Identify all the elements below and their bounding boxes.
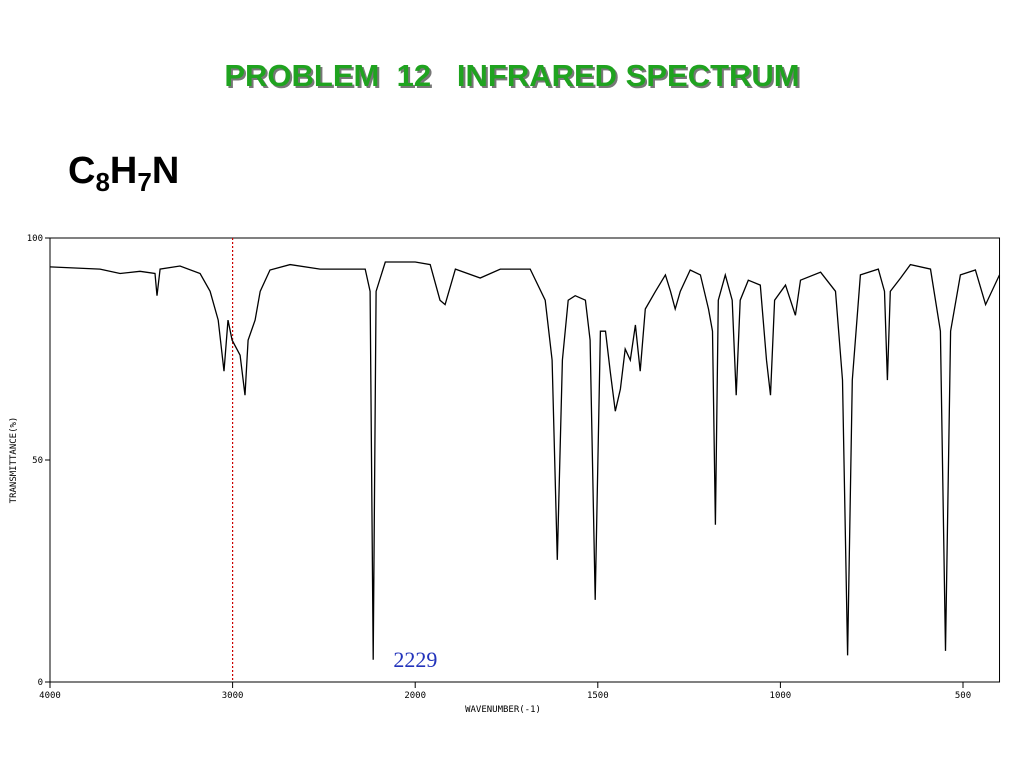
y-tick-label: 50 bbox=[32, 456, 43, 466]
x-tick-label: 3000 bbox=[222, 691, 244, 701]
formula: C8H7N bbox=[68, 150, 179, 197]
x-tick-label: 1500 bbox=[587, 691, 609, 701]
x-tick-label: 4000 bbox=[39, 691, 61, 701]
formula-part: 7 bbox=[137, 167, 151, 197]
y-tick-label: 100 bbox=[27, 234, 43, 244]
formula-part: C bbox=[68, 150, 95, 192]
x-tick-label: 2000 bbox=[404, 691, 426, 701]
formula-part: H bbox=[110, 150, 137, 192]
y-tick-label: 0 bbox=[38, 678, 43, 688]
title: PROBLEM 12 INFRARED SPECTRUM bbox=[224, 58, 799, 93]
formula-part: N bbox=[152, 150, 179, 192]
y-axis-label: TRANSMITTANCE(%) bbox=[9, 417, 19, 504]
x-tick-label: 1000 bbox=[770, 691, 792, 701]
spectrum-line bbox=[49, 261, 1001, 660]
x-tick-label: 500 bbox=[955, 691, 971, 701]
plot-frame bbox=[49, 237, 1001, 683]
title-shadow: PROBLEM 12 INFRARED SPECTRUM bbox=[226, 60, 801, 95]
annotation: 2229 bbox=[393, 647, 437, 672]
formula-part: 8 bbox=[95, 167, 109, 197]
x-axis-label: WAVENUMBER(-1) bbox=[465, 705, 541, 715]
